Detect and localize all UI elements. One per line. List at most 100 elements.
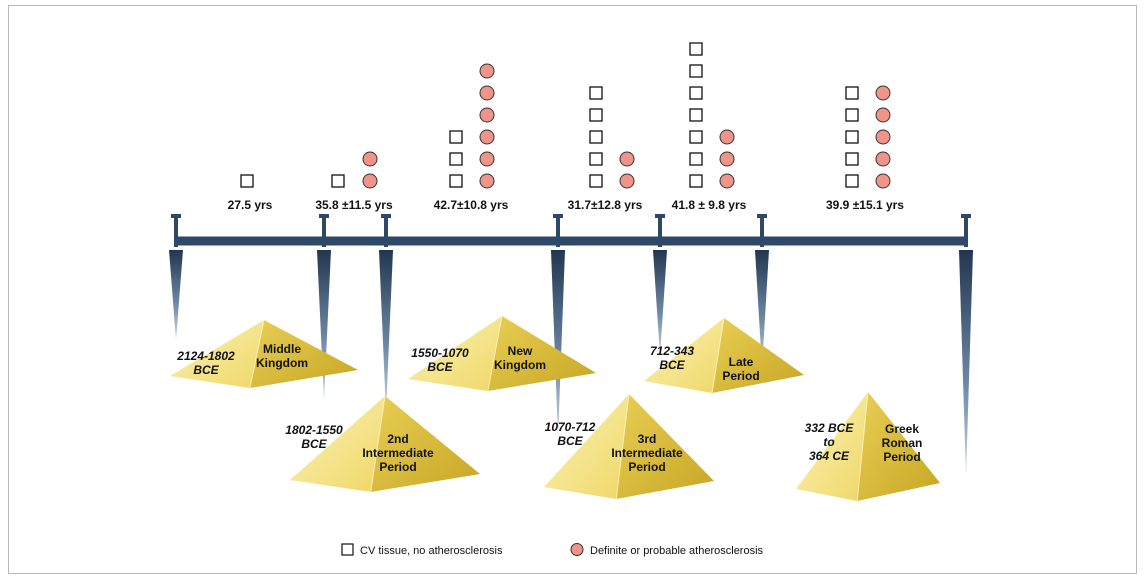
period-name-label: Late Period: [722, 355, 759, 383]
period-name-line: Period: [628, 460, 665, 474]
period-date-line: 332 BCE: [805, 421, 855, 435]
pyramid-right-face: [616, 394, 714, 499]
pyramid-edge: [487, 315, 503, 392]
period-date-line: 364 CE: [809, 449, 850, 463]
atherosclerosis-circle: [875, 129, 891, 145]
no-atherosclerosis-square: [689, 130, 703, 144]
pyramid-left-face: [290, 396, 385, 492]
timeline-tick: [760, 217, 764, 247]
pyramid-right-face: [712, 318, 804, 393]
period-pyramid: 2124-1802 BCE Middle Kingdom: [170, 319, 358, 389]
period-date-line: BCE: [193, 363, 219, 377]
pyramid-left-face: [544, 394, 629, 499]
timeline-bar: [176, 236, 966, 246]
period-date-label: 1070-712 BCE: [545, 420, 596, 448]
no-atherosclerosis-square: [331, 174, 345, 188]
mean-age-label: 39.9 ±15.1 yrs: [826, 198, 904, 212]
timeline-spike: [379, 250, 393, 412]
timeline-tick: [174, 217, 178, 247]
atherosclerosis-circle: [719, 129, 735, 145]
legend: CV tissue, no atherosclerosis Definite o…: [341, 543, 764, 557]
period-name-line: New: [508, 344, 533, 358]
atherosclerosis-circle: [479, 107, 495, 123]
period-date-line: BCE: [301, 437, 327, 451]
pyramid-right-face: [857, 392, 940, 501]
no-atherosclerosis-square: [845, 86, 859, 100]
no-atherosclerosis-square: [449, 152, 463, 166]
period-pyramid: 332 BCE to 364 CE Greek Roman Period: [796, 391, 940, 502]
no-atherosclerosis-square: [689, 174, 703, 188]
period-date-label: 712-343 BCE: [650, 344, 694, 372]
mean-age-label: 42.7±10.8 yrs: [434, 198, 509, 212]
period-date-line: 1070-712: [545, 420, 596, 434]
period-date-label: 1802-1550 BCE: [285, 423, 343, 451]
no-atherosclerosis-square: [689, 42, 703, 56]
atherosclerosis-circle: [362, 173, 378, 189]
legend-circle-icon: [570, 543, 584, 556]
period-pyramid: 1550-1070 BCE New Kingdom: [408, 315, 596, 392]
mean-age-label: 41.8 ± 9.8 yrs: [672, 198, 747, 212]
period-name-line: Middle: [263, 342, 301, 356]
timeline-tick-cap: [961, 214, 971, 218]
period-date-line: to: [823, 435, 834, 449]
timeline-spike: [551, 250, 565, 438]
timeline-spikes: [169, 250, 973, 476]
no-atherosclerosis-square: [589, 86, 603, 100]
timeline-tick-cap: [757, 214, 767, 218]
no-atherosclerosis-square: [689, 86, 703, 100]
no-atherosclerosis-square: [689, 64, 703, 78]
timeline-spike: [653, 250, 667, 356]
period-date-line: 1550-1070: [411, 346, 469, 360]
legend-square-icon: [341, 543, 354, 556]
timeline-spike: [169, 250, 183, 340]
atherosclerosis-circle: [875, 85, 891, 101]
age-labels: 27.5 yrs 35.8 ±11.5 yrs 42.7±10.8 yrs 31.7±…: [228, 198, 905, 212]
timeline-axis: [171, 214, 971, 247]
atherosclerosis-circle: [479, 129, 495, 145]
no-atherosclerosis-square: [845, 108, 859, 122]
timeline-spike: [755, 250, 769, 368]
period-pyramid: 1802-1550 BCE 2nd Intermediate Period: [285, 395, 480, 493]
timeline-tick: [384, 217, 388, 247]
pyramid-edge: [370, 395, 386, 493]
timeline-tick: [556, 217, 560, 247]
no-atherosclerosis-square: [589, 174, 603, 188]
period-name-line: Kingdom: [494, 358, 546, 372]
period-date-line: 2124-1802: [176, 349, 235, 363]
no-atherosclerosis-square: [449, 174, 463, 188]
period-name-line: Intermediate: [362, 446, 434, 460]
period-name-line: Late: [729, 355, 754, 369]
atherosclerosis-circle: [875, 173, 891, 189]
period-name-line: Period: [722, 369, 759, 383]
period-date-line: 712-343: [650, 344, 694, 358]
timeline-spike: [317, 250, 331, 400]
period-pyramid: 1070-712 BCE 3rd Intermediate Period: [544, 393, 714, 500]
atherosclerosis-circle: [479, 63, 495, 79]
pyramid-right-face: [487, 316, 596, 391]
no-atherosclerosis-square: [845, 130, 859, 144]
no-atherosclerosis-square: [589, 130, 603, 144]
legend-atherosclerosis-label: Definite or probable atherosclerosis: [590, 545, 764, 557]
period-pyramid: 712-343 BCE Late Period: [644, 317, 804, 394]
no-atherosclerosis-square: [689, 108, 703, 122]
period-name-label: 2nd Intermediate Period: [362, 432, 434, 474]
no-atherosclerosis-square: [589, 152, 603, 166]
mean-age-label: 31.7±12.8 yrs: [568, 198, 643, 212]
timeline-tick-cap: [319, 214, 329, 218]
period-name-line: Roman: [882, 436, 923, 450]
period-date-line: BCE: [427, 360, 453, 374]
no-atherosclerosis-square: [589, 108, 603, 122]
timeline-tick: [322, 217, 326, 247]
atherosclerosis-circle: [619, 151, 635, 167]
period-name-line: Kingdom: [256, 356, 308, 370]
period-name-label: New Kingdom: [494, 344, 546, 372]
no-atherosclerosis-square: [449, 130, 463, 144]
atherosclerosis-circle: [875, 151, 891, 167]
period-date-line: BCE: [659, 358, 685, 372]
atherosclerosis-circle: [875, 107, 891, 123]
no-atherosclerosis-square: [845, 174, 859, 188]
timeline-tick: [658, 217, 662, 247]
period-date-label: 1550-1070 BCE: [411, 346, 469, 374]
